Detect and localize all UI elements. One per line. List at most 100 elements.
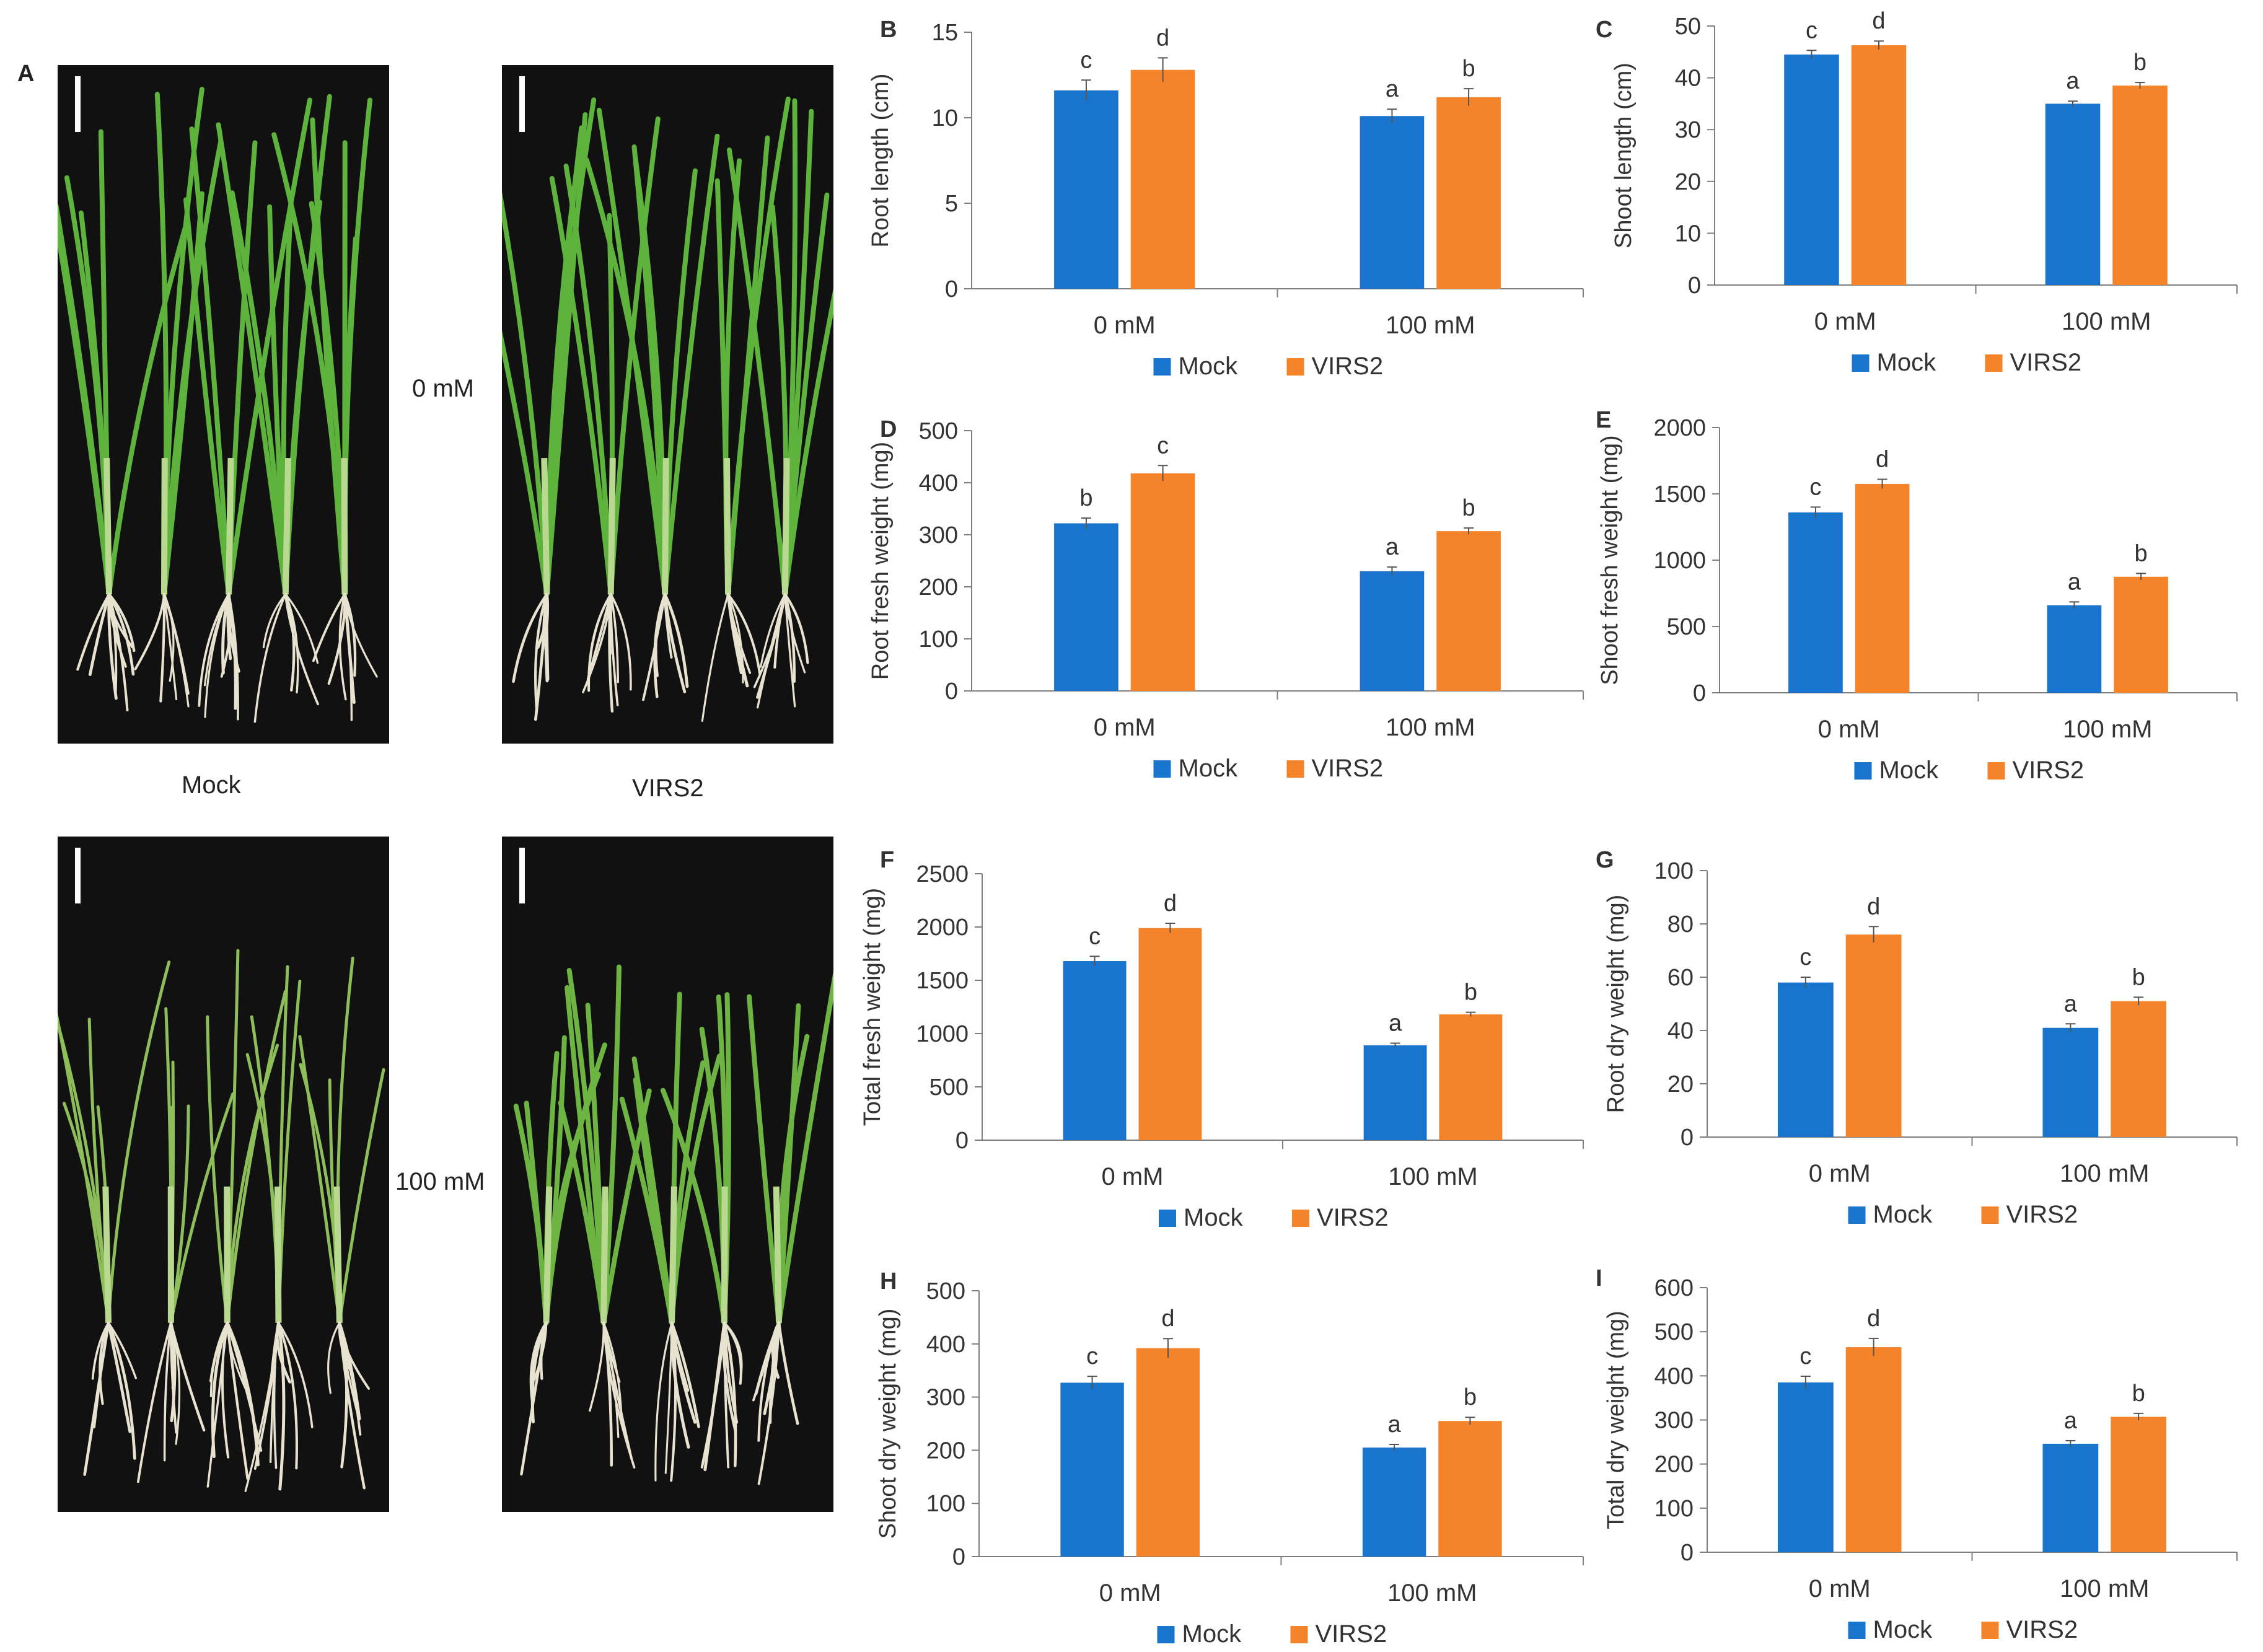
root <box>512 592 548 683</box>
root <box>609 593 619 706</box>
root <box>530 1321 548 1380</box>
root <box>206 1322 229 1488</box>
chart-i: I 0 100 200 300 400 500 600 Total dry weight (mg… <box>1596 1265 2238 1643</box>
root <box>163 1322 172 1462</box>
y-tick-label: 300 <box>1654 1408 1694 1434</box>
root <box>244 1322 280 1492</box>
y-tick-label: 0 <box>1693 680 1706 706</box>
leaf <box>608 116 661 597</box>
plant <box>206 949 287 1488</box>
y-tick-label: 500 <box>929 1074 969 1101</box>
root <box>757 1321 780 1485</box>
root <box>88 592 111 676</box>
y-tick-label: 80 <box>1668 912 1694 938</box>
root <box>756 592 787 699</box>
root <box>338 1321 348 1385</box>
root <box>136 1321 172 1483</box>
plant <box>701 96 791 722</box>
y-tick-label: 100 <box>1654 1496 1694 1522</box>
legend-label-mock: Mock <box>1179 353 1239 380</box>
legend-label-mock: Mock <box>1179 755 1239 782</box>
photo-mock-100mm <box>58 837 389 1512</box>
root <box>654 1322 673 1482</box>
scale-bar <box>75 848 81 903</box>
y-tick-label: 1500 <box>916 968 969 994</box>
plant-illustration-mock-0mm <box>58 76 378 723</box>
y-tick-label: 60 <box>1668 965 1694 991</box>
root <box>169 1321 178 1434</box>
y-tick-label: 10 <box>1675 221 1701 247</box>
root <box>586 592 612 680</box>
legend-swatch-mock <box>1854 762 1872 780</box>
y-axis-title: Shoot fresh weight (mg) <box>1597 435 1623 685</box>
y-tick-label: 1000 <box>1653 548 1706 574</box>
significance-letter: b <box>1462 56 1475 82</box>
bar-mock <box>1060 1382 1124 1557</box>
y-tick-label: 100 <box>1654 858 1694 884</box>
bar-virs2 <box>1130 473 1195 691</box>
legend-swatch-virs2 <box>1987 762 2005 780</box>
root <box>277 1322 314 1428</box>
plant <box>726 98 833 709</box>
plant <box>298 956 385 1490</box>
bar-virs2 <box>1851 45 1907 285</box>
root <box>654 593 667 677</box>
stem <box>541 458 550 595</box>
plant-illustration-mock-100mm <box>58 848 385 1492</box>
root <box>93 1321 110 1428</box>
leaf <box>58 204 112 597</box>
bar-mock <box>1788 512 1843 693</box>
legend-swatch-mock <box>1852 354 1870 372</box>
bar-mock <box>1360 571 1425 691</box>
legend-swatch-mock <box>1159 1210 1176 1227</box>
y-tick-label: 600 <box>1654 1275 1694 1301</box>
y-axis-title: Root fresh weight (mg) <box>868 442 894 680</box>
y-tick-label: 500 <box>1654 1319 1694 1345</box>
leaf <box>226 990 287 1325</box>
x-tick-label: 100 mM <box>1386 312 1475 339</box>
y-axis-title: Shoot dry weight (mg) <box>875 1309 901 1539</box>
leaf <box>106 217 190 597</box>
leaf <box>726 96 791 597</box>
significance-letter: c <box>1809 474 1821 500</box>
root <box>159 593 166 703</box>
chart-e: E 0 500 1000 1500 2000 Shoot fresh weight (mg)… <box>1596 407 2238 784</box>
y-tick-label: 20 <box>1668 1071 1694 1097</box>
plant <box>660 992 743 1472</box>
panel-label: C <box>1596 17 1612 43</box>
y-tick-label: 15 <box>932 20 958 46</box>
leaf <box>782 192 830 597</box>
root <box>226 1321 249 1480</box>
y-tick-label: 0 <box>1681 1125 1694 1151</box>
root <box>107 593 127 668</box>
significance-letter: a <box>2064 1408 2078 1434</box>
root <box>520 1321 548 1476</box>
root <box>204 593 230 718</box>
root <box>727 593 744 684</box>
bar-mock <box>1360 116 1425 289</box>
root <box>209 1321 229 1383</box>
root <box>664 1322 673 1474</box>
y-tick-label: 400 <box>926 1332 965 1358</box>
stem <box>607 458 616 595</box>
y-axis-title: Root length (cm) <box>868 74 894 248</box>
bar-virs2 <box>2114 576 2168 693</box>
significance-letter: d <box>1867 1306 1880 1332</box>
plant <box>502 97 597 721</box>
significance-letter: b <box>2133 50 2147 76</box>
root <box>211 1321 229 1459</box>
legend-label-mock: Mock <box>1879 757 1940 784</box>
stem <box>721 1186 728 1323</box>
panel-label: B <box>880 17 897 43</box>
stem <box>333 1186 343 1323</box>
y-tick-label: 40 <box>1668 1018 1694 1044</box>
root <box>76 593 111 671</box>
plant-illustration-virs2-0mm <box>502 76 833 722</box>
leaf <box>183 197 232 597</box>
scale-bar <box>519 76 525 132</box>
plant-illustration-virs2-100mm <box>513 848 833 1485</box>
significance-letter: c <box>1806 17 1817 43</box>
panel-label: F <box>880 847 894 873</box>
root <box>170 1322 181 1445</box>
photo-mock-0mm <box>58 65 389 744</box>
